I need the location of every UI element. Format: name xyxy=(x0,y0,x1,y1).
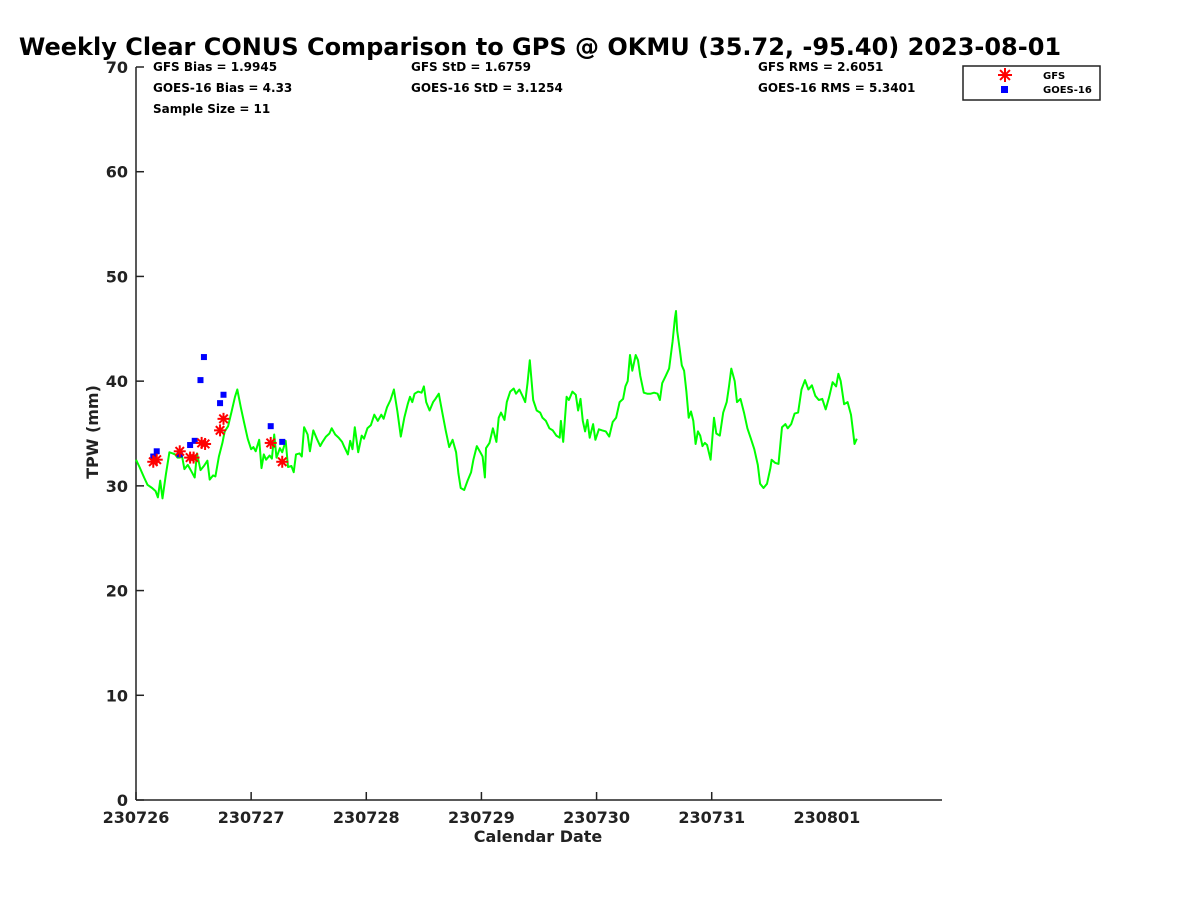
gfs-point xyxy=(214,424,227,437)
gfs-point xyxy=(199,437,212,450)
legend-gfs-label: GFS xyxy=(1043,71,1065,82)
legend-goes-label: GOES-16 xyxy=(1043,85,1092,96)
gfs-point xyxy=(217,412,230,425)
y-tick-label: 60 xyxy=(106,163,128,182)
gps-series xyxy=(135,310,858,500)
x-axis-label: Calendar Date xyxy=(474,827,603,846)
gps-line xyxy=(135,310,858,500)
goes-rms-stat: GOES-16 RMS = 5.3401 xyxy=(758,81,915,95)
sample-size-stat: Sample Size = 11 xyxy=(153,102,270,116)
axes: 0 10 20 30 40 50 60 70 230726 230727 230728 230729 2… xyxy=(103,58,942,827)
goes-point xyxy=(220,391,227,398)
y-tick-label: 40 xyxy=(106,372,128,391)
y-tick-label: 20 xyxy=(106,582,128,601)
gfs-bias-stat: GFS Bias = 1.9945 xyxy=(153,60,277,74)
goes-bias-stat: GOES-16 Bias = 4.33 xyxy=(153,81,292,95)
x-tick-label: 230728 xyxy=(333,808,400,827)
x-tick-label: 230727 xyxy=(218,808,285,827)
gfs-series xyxy=(147,412,289,468)
legend: GFS GOES-16 xyxy=(962,65,1101,101)
gfs-std-stat: GFS StD = 1.6759 xyxy=(411,60,531,74)
goes-point xyxy=(197,377,204,384)
gfs-point xyxy=(187,451,200,464)
x-tick-label: 230729 xyxy=(448,808,515,827)
goes-point xyxy=(217,400,224,407)
stats-box: GFS Bias = 1.9945 GOES-16 Bias = 4.33 Sa… xyxy=(153,60,915,116)
goes-point xyxy=(200,354,207,361)
goes-point xyxy=(191,437,198,444)
goes-point xyxy=(279,438,286,445)
gfs-point xyxy=(264,436,277,449)
y-tick-label: 70 xyxy=(106,58,128,77)
legend-goes-square-icon xyxy=(1001,86,1008,93)
gfs-point xyxy=(150,453,163,466)
gfs-rms-stat: GFS RMS = 2.6051 xyxy=(758,60,883,74)
goes-point xyxy=(267,423,274,430)
legend-box xyxy=(962,65,1101,101)
gfs-point xyxy=(173,445,186,458)
legend-gfs-star-icon xyxy=(998,68,1012,82)
gfs-point xyxy=(276,455,289,468)
x-tick-label: 230731 xyxy=(678,808,745,827)
x-tick-label: 230726 xyxy=(103,808,170,827)
legend-gfs-star xyxy=(998,68,1012,82)
y-tick-label: 50 xyxy=(106,267,128,286)
y-tick-label: 10 xyxy=(106,686,128,705)
goes-std-stat: GOES-16 StD = 3.1254 xyxy=(411,81,563,95)
y-axis-label: TPW (mm) xyxy=(83,385,102,479)
goes-point xyxy=(187,442,194,449)
x-tick-label: 230730 xyxy=(563,808,630,827)
y-tick-label: 0 xyxy=(117,791,128,810)
goes-point xyxy=(153,448,160,455)
x-tick-label: 230801 xyxy=(793,808,860,827)
chart-title: Weekly Clear CONUS Comparison to GPS @ O… xyxy=(19,33,1061,61)
y-tick-label: 30 xyxy=(106,477,128,496)
